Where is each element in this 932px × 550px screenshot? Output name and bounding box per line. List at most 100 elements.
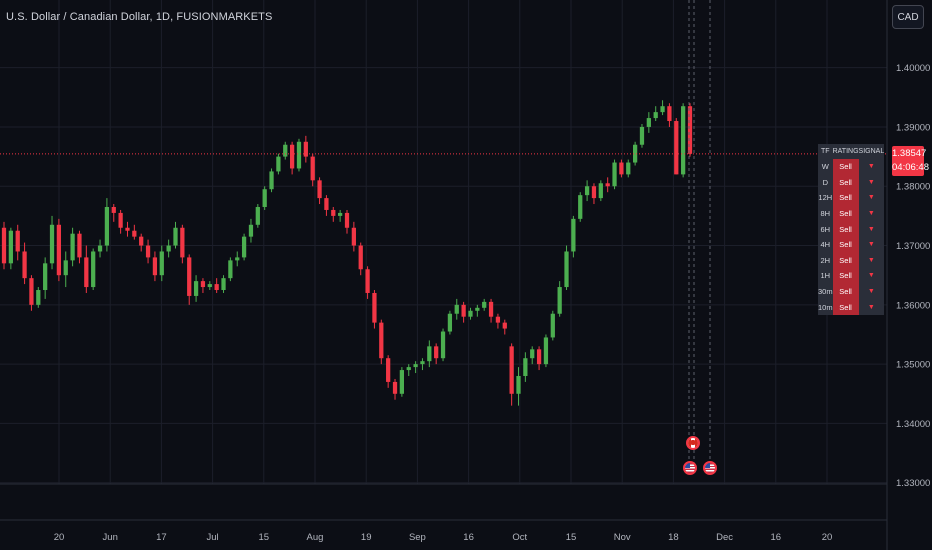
- us-flag-icon[interactable]: [703, 461, 717, 475]
- candle-body: [454, 304, 459, 314]
- candle-body: [159, 251, 164, 276]
- candle-body: [289, 144, 295, 169]
- candle: [1, 221, 7, 270]
- candle-body: [392, 381, 398, 394]
- candle: [344, 209, 350, 234]
- candle-body: [132, 230, 137, 237]
- signal-down-icon: ▼: [858, 236, 885, 253]
- candle-body: [612, 162, 617, 187]
- rating-value: Sell: [832, 221, 859, 237]
- candle-body: [70, 233, 75, 261]
- candle: [687, 103, 693, 157]
- candle-body: [523, 358, 528, 376]
- candle: [536, 346, 542, 371]
- candle-body: [77, 233, 82, 258]
- candle-body: [214, 284, 219, 291]
- rating-value: Sell: [832, 236, 859, 253]
- canada-flag-icon[interactable]: [686, 436, 700, 450]
- candle-body: [626, 162, 631, 175]
- timeframe: W: [818, 159, 833, 175]
- candle-body: [97, 245, 103, 252]
- candle-body: [63, 260, 68, 276]
- last-price-value: 1.38547: [892, 148, 927, 159]
- candle: [8, 227, 13, 270]
- candle-body: [262, 189, 267, 208]
- candle: [22, 242, 27, 285]
- candle: [317, 177, 322, 205]
- us-flag-icon[interactable]: [683, 461, 697, 475]
- rating-row: 30m Sell ▼: [818, 283, 885, 300]
- candle-body: [468, 310, 473, 317]
- candle: [228, 257, 233, 282]
- candle: [427, 340, 432, 368]
- candle: [152, 251, 158, 282]
- candle-body: [29, 278, 34, 305]
- candle-body: [406, 367, 411, 371]
- candle: [516, 367, 521, 406]
- candle: [557, 281, 562, 317]
- candle: [269, 168, 274, 193]
- rating-row: W Sell ▼: [818, 159, 885, 175]
- candle: [413, 361, 418, 374]
- candle: [365, 266, 370, 299]
- rating-table: TF RATING SIGNAL W Sell ▼ D Sell ▼ 12H Sell ▼ …: [818, 144, 885, 315]
- candle-body: [248, 224, 254, 237]
- candle-body: [605, 183, 610, 187]
- candle: [111, 204, 116, 222]
- time-tick-label: 19: [361, 532, 372, 543]
- overlays: [0, 0, 887, 466]
- candle-body: [36, 290, 41, 305]
- candle-body: [674, 121, 679, 175]
- candle: [681, 103, 686, 178]
- candle: [392, 378, 398, 400]
- candle: [495, 313, 501, 329]
- candle-body: [118, 212, 123, 228]
- candle: [482, 298, 487, 311]
- candle-body: [557, 287, 562, 314]
- header-signal: SIGNAL: [858, 144, 885, 159]
- signal-down-icon: ▼: [858, 252, 885, 269]
- rating-row: 6H Sell ▼: [818, 221, 885, 237]
- time-axis: 20 Jun 17 Jul 15 Aug 19 Sep 16 Oct 15 Nov 18 Dec 16 20: [54, 532, 833, 543]
- candle: [612, 159, 617, 190]
- candle: [338, 209, 343, 222]
- candle-body: [578, 195, 583, 219]
- candle-body: [331, 209, 336, 216]
- candle: [145, 239, 151, 264]
- rating-table-header: TF RATING SIGNAL: [818, 144, 885, 159]
- candle-body: [276, 156, 281, 172]
- price-tick-label: 1.37000: [896, 241, 930, 252]
- candle-body: [125, 227, 130, 231]
- candle-body: [502, 322, 507, 329]
- candle-body: [495, 316, 501, 323]
- time-tick-label: Jun: [103, 532, 118, 543]
- candle-body: [619, 162, 624, 175]
- candle-body: [269, 171, 274, 190]
- candle: [578, 192, 583, 222]
- candle-body: [413, 364, 418, 368]
- candle: [276, 153, 281, 175]
- time-tick-label: 15: [259, 532, 270, 543]
- candle: [132, 224, 137, 240]
- signal-down-icon: ▼: [858, 174, 885, 191]
- timeframe: 2H: [818, 252, 833, 269]
- candle-body: [56, 224, 62, 276]
- candle-body: [180, 227, 185, 258]
- candle: [15, 224, 20, 261]
- candle: [653, 106, 658, 122]
- currency-button[interactable]: CAD: [892, 5, 924, 29]
- candle: [386, 355, 391, 388]
- rating-row: 2H Sell ▼: [818, 252, 885, 269]
- candle: [193, 275, 199, 302]
- candle: [104, 198, 110, 252]
- candle-body: [632, 144, 638, 163]
- candle: [523, 352, 528, 382]
- candle: [447, 310, 453, 335]
- candle: [296, 138, 302, 172]
- candle: [420, 358, 425, 371]
- rating-value: Sell: [832, 190, 859, 206]
- candle-body: [187, 257, 192, 296]
- candle-body: [653, 112, 658, 119]
- candle: [187, 254, 192, 305]
